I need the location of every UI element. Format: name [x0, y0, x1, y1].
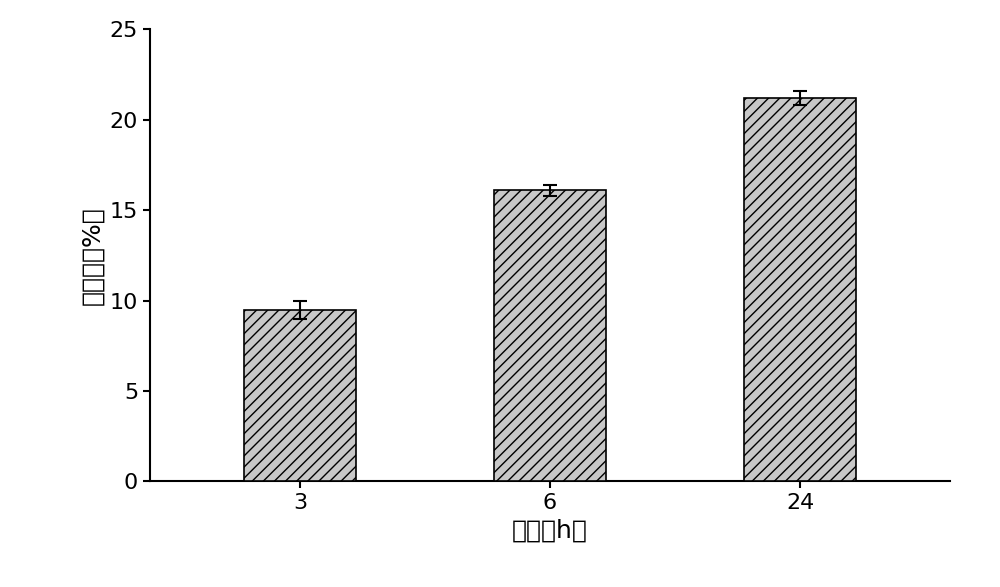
Bar — [494, 190, 606, 481]
Y-axis label: 自溶度（%）: 自溶度（%） — [80, 206, 104, 305]
Bar — [244, 309, 356, 481]
X-axis label: 时间（h）: 时间（h） — [512, 519, 588, 543]
Bar — [744, 98, 856, 481]
